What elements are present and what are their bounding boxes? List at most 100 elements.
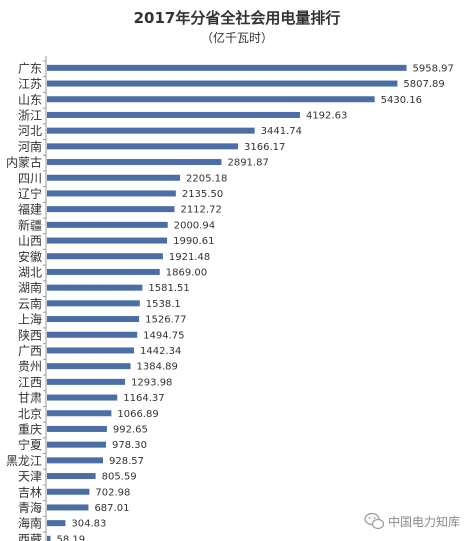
data-label: 992.65 [113,424,148,435]
y-tick-label: 山西 [18,234,42,248]
watermark: 中国电力知库 [364,512,460,530]
data-label: 978.30 [112,440,147,451]
bar [47,331,138,338]
y-tick-label: 河北 [18,124,42,138]
bar [47,378,126,385]
bar [47,111,300,118]
data-label: 1442.34 [140,346,181,357]
data-label: 2000.94 [174,220,215,231]
data-label: 1990.61 [173,236,214,247]
data-label: 304.83 [71,519,106,530]
data-label: 5807.89 [403,79,444,90]
bar [47,347,135,354]
bar [47,441,107,448]
bar [47,504,89,511]
y-tick-label: 海南 [18,516,42,531]
y-tick-label: 内蒙古 [6,155,42,170]
bar [47,143,239,150]
bar [47,96,375,103]
y-tick-label: 安徽 [18,249,42,264]
bar [47,363,131,370]
data-label: 1869.00 [166,267,207,278]
data-label: 687.01 [94,503,129,514]
bar [47,425,107,432]
data-label: 3441.74 [261,126,302,137]
y-tick-label: 吉林 [18,485,42,499]
data-label: 1538.1 [146,299,181,310]
y-tick-label: 浙江 [18,108,42,122]
data-label: 4192.63 [306,110,347,121]
bar [47,300,140,307]
data-label: 805.59 [102,472,137,483]
bar [47,473,96,480]
bar [47,253,163,260]
y-tick-label: 辽宁 [18,186,42,201]
bar [47,80,398,87]
y-tick-label: 陕西 [18,327,42,342]
bar [47,190,176,197]
y-tick-label: 山东 [18,93,42,107]
data-label: 2205.18 [186,173,227,184]
data-label: 1164.37 [123,393,164,404]
data-label: 1526.77 [145,315,186,326]
bar [47,206,175,213]
bar [47,520,66,527]
y-tick-label: 广西 [18,344,42,358]
bar [47,394,118,401]
bar [47,268,160,275]
y-tick-label: 重庆 [18,422,42,436]
data-label: 58.19 [57,534,86,541]
y-tick-label: 江苏 [18,77,42,91]
y-tick-label: 贵州 [18,360,42,374]
data-label: 5430.16 [381,95,422,106]
bar [47,284,143,291]
y-tick-label: 北京 [18,407,42,421]
y-tick-label: 青海 [18,500,42,515]
y-tick-label: 广东 [18,61,42,75]
bar [47,316,140,323]
plot-area: 广东 5958.97 江苏 5807.89 山东 5430.16 浙江 4192.63 河北 34… [6,56,454,541]
y-tick-label: 四川 [18,171,42,185]
y-tick-label: 江西 [18,375,42,389]
y-tick-label: 天津 [18,470,42,484]
y-tick-label: 湖北 [18,264,42,279]
watermark-text: 中国电力知库 [388,514,460,529]
y-tick-label: 湖南 [18,280,42,295]
y-tick-label: 河南 [18,139,42,154]
y-tick-label: 云南 [18,296,42,311]
bar [47,535,51,541]
data-label: 3166.17 [244,142,285,153]
bar [47,221,168,228]
data-label: 1293.98 [131,377,172,388]
bar [47,174,181,181]
data-label: 5958.97 [413,63,454,74]
y-tick-label: 宁夏 [18,437,42,452]
chart-title: 2017年分省全社会用电量排行 [134,9,341,27]
data-label: 1384.89 [137,362,178,373]
data-label: 1494.75 [143,330,184,341]
y-tick-label: 西藏 [18,532,42,541]
bar [47,64,407,71]
data-label: 2112.72 [180,205,221,216]
data-label: 2891.87 [227,158,268,169]
data-label: 1066.89 [117,409,158,420]
bar [47,159,222,166]
y-tick-label: 上海 [18,312,42,327]
y-tick-label: 福建 [18,202,42,217]
data-label: 2135.50 [182,189,223,200]
y-tick-label: 新疆 [18,217,42,232]
bar [47,410,112,417]
bar [47,237,168,244]
y-tick-label: 甘肃 [18,391,42,405]
bar [47,457,104,464]
wechat-icon [364,512,385,530]
data-label: 702.98 [95,487,130,498]
data-label: 1921.48 [169,252,210,263]
data-label: 928.57 [109,456,144,467]
data-label: 1581.51 [148,283,189,294]
y-tick-label: 黑龙江 [6,454,42,468]
bar [47,488,90,495]
bar [47,127,255,134]
chart-subtitle: （亿千瓦时） [201,30,273,45]
